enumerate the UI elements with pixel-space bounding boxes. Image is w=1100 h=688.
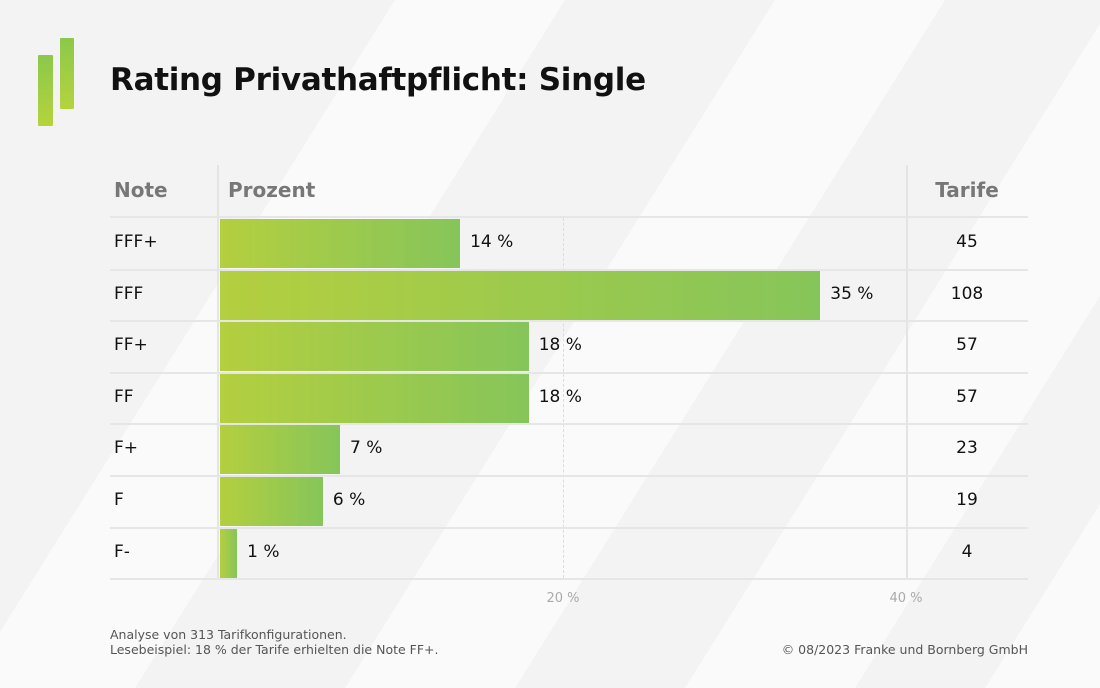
bar: [220, 219, 461, 268]
x-tick-label: 40 %: [889, 591, 923, 606]
row-label: FFF+: [114, 232, 158, 252]
bar-value-label: 18 %: [538, 335, 582, 356]
bar-value-label: 18 %: [538, 386, 582, 407]
tarife-count: 19: [956, 490, 978, 510]
bar-value-label: 1 %: [247, 541, 280, 562]
row-divider: [110, 526, 1028, 529]
footer-copyright: © 08/2023 Franke und Bornberg GmbH: [781, 642, 1028, 657]
bar: [220, 528, 238, 578]
bar: [220, 270, 821, 320]
tarife-count: 108: [950, 283, 984, 304]
row-divider: [110, 423, 1028, 426]
row-divider: [110, 475, 1028, 477]
header-tarife: Tarife: [935, 178, 999, 202]
row-divider: [110, 371, 1028, 374]
divider: [906, 165, 908, 578]
row-divider: [110, 320, 1028, 323]
row-label: F: [114, 490, 124, 510]
row-label: F+: [114, 438, 139, 459]
header-note: Note: [114, 178, 168, 202]
row-divider: [110, 268, 1028, 271]
row-label: FF+: [114, 335, 148, 356]
tarife-count: 57: [956, 386, 978, 407]
bar: [220, 322, 529, 372]
row-divider: [110, 216, 1028, 218]
gridline-20: [563, 218, 564, 578]
row-label: FF: [114, 386, 134, 407]
page-title: Rating Privathaftpflicht: Single: [110, 62, 646, 98]
row-divider: [110, 578, 1028, 581]
header-prozent: Prozent: [228, 178, 316, 202]
divider: [217, 165, 219, 578]
tarife-count: 45: [956, 232, 978, 252]
tarife-count: 57: [956, 335, 978, 356]
bar: [220, 373, 529, 423]
bar: [220, 477, 323, 526]
footer-analysis: Analyse von 313 Tarifkonfigurationen.: [110, 627, 347, 642]
row-label: F-: [114, 541, 130, 562]
bar-value-label: 35 %: [830, 283, 874, 304]
bar-value-label: 14 %: [470, 232, 514, 252]
bar-value-label: 6 %: [332, 490, 366, 510]
tarife-count: 4: [961, 541, 973, 562]
tarife-count: 23: [956, 438, 978, 459]
footer-example: Lesebeispiel: 18 % der Tarife erhielten …: [110, 642, 439, 657]
row-label: FFF: [114, 283, 144, 304]
x-tick-label: 20 %: [546, 591, 580, 606]
bar-value-label: 7 %: [350, 438, 383, 459]
bar: [220, 425, 341, 475]
